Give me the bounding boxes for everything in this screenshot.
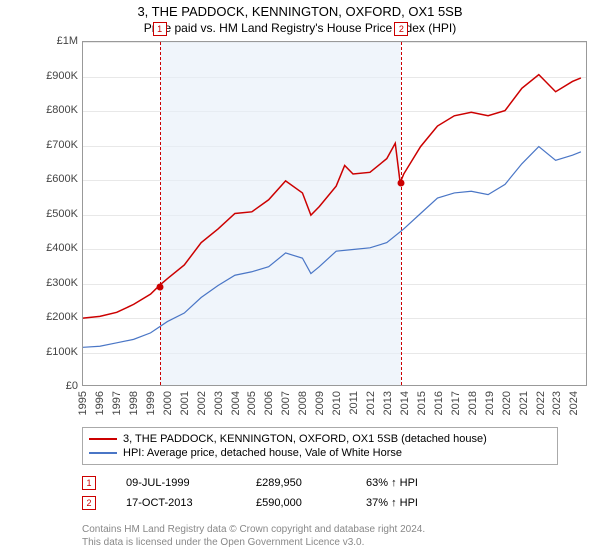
ytick-label: £300K [46,277,78,289]
sale-row-2: 2 17-OCT-2013 £590,000 37% ↑ HPI [82,493,558,513]
xtick-label: 2004 [230,391,242,415]
xtick-label: 2015 [416,391,428,415]
xtick-label: 2008 [297,391,309,415]
legend-item-property: 3, THE PADDOCK, KENNINGTON, OXFORD, OX1 … [89,432,551,446]
plot-area: 1 2 [82,41,587,386]
sale-dot-2 [398,180,405,187]
sale-row-1: 1 09-JUL-1999 £289,950 63% ↑ HPI [82,473,558,493]
xtick-label: 2010 [331,391,343,415]
xtick-label: 2001 [179,391,191,415]
legend-box: 3, THE PADDOCK, KENNINGTON, OXFORD, OX1 … [82,427,558,465]
chart-subtitle: Price paid vs. HM Land Registry's House … [0,19,600,41]
xtick-label: 2014 [399,391,411,415]
sale-marker-2: 2 [394,22,408,36]
ytick-label: £600K [46,173,78,185]
sale-row-marker-2: 2 [82,496,96,510]
xtick-label: 1999 [145,391,157,415]
ytick-label: £700K [46,139,78,151]
xtick-label: 2002 [196,391,208,415]
xtick-label: 1996 [94,391,106,415]
xtick-label: 2016 [433,391,445,415]
footer-line-1: Contains HM Land Registry data © Crown c… [82,523,600,536]
xtick-label: 2023 [551,391,563,415]
xtick-label: 2020 [501,391,513,415]
xtick-label: 2003 [213,391,225,415]
ytick-label: £900K [46,70,78,82]
chart-title: 3, THE PADDOCK, KENNINGTON, OXFORD, OX1 … [0,0,600,19]
ytick-label: £200K [46,311,78,323]
ytick-label: £100K [46,346,78,358]
xtick-label: 2019 [484,391,496,415]
xtick-label: 2000 [162,391,174,415]
sale-pct-1: 63% ↑ HPI [366,477,418,489]
chart-area: 1 2 £0£100K£200K£300K£400K£500K£600K£700… [38,41,598,421]
ytick-label: £800K [46,104,78,116]
legend-label-property: 3, THE PADDOCK, KENNINGTON, OXFORD, OX1 … [123,433,487,445]
legend-swatch-hpi [89,452,117,454]
ytick-label: £400K [46,242,78,254]
xtick-label: 2013 [382,391,394,415]
xtick-label: 2009 [314,391,326,415]
xtick-label: 2011 [348,391,360,415]
sale-price-2: £590,000 [256,497,336,509]
ytick-label: £1M [57,35,78,47]
sale-price-1: £289,950 [256,477,336,489]
xtick-label: 2017 [450,391,462,415]
xtick-label: 2012 [365,391,377,415]
sale-row-marker-1: 1 [82,476,96,490]
footer-line-2: This data is licensed under the Open Gov… [82,536,600,549]
series-property [83,75,581,318]
xtick-label: 2007 [280,391,292,415]
legend-label-hpi: HPI: Average price, detached house, Vale… [123,447,402,459]
xtick-label: 2005 [246,391,258,415]
xtick-label: 2022 [535,391,547,415]
xtick-label: 2021 [518,391,530,415]
xtick-label: 1995 [77,391,89,415]
sales-table: 1 09-JUL-1999 £289,950 63% ↑ HPI 2 17-OC… [82,473,558,513]
xtick-label: 2018 [467,391,479,415]
sale-dot-1 [156,283,163,290]
sale-date-1: 09-JUL-1999 [126,477,226,489]
series-hpi [83,147,581,348]
xtick-label: 2006 [263,391,275,415]
ytick-label: £500K [46,208,78,220]
sale-date-2: 17-OCT-2013 [126,497,226,509]
sale-pct-2: 37% ↑ HPI [366,497,418,509]
line-series-svg [83,42,586,385]
xtick-label: 1998 [128,391,140,415]
footer-text: Contains HM Land Registry data © Crown c… [82,523,600,549]
sale-marker-1: 1 [153,22,167,36]
xtick-label: 2024 [568,391,580,415]
xtick-label: 1997 [111,391,123,415]
legend-swatch-property [89,438,117,440]
legend-item-hpi: HPI: Average price, detached house, Vale… [89,446,551,460]
